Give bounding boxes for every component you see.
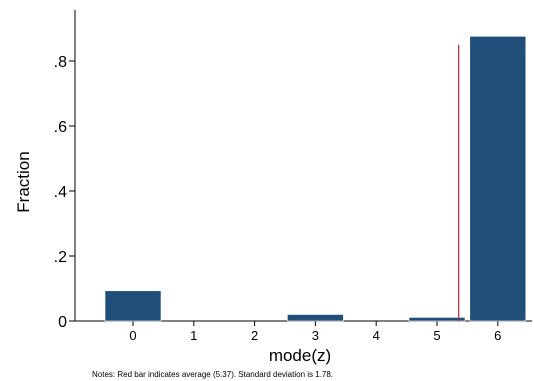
x-tick-label-2: 2	[251, 328, 258, 343]
y-tick-label-2: .4	[54, 184, 67, 201]
y-axis-title: Fraction	[14, 151, 33, 212]
bar-5	[408, 317, 466, 322]
bar-0	[104, 290, 162, 322]
axes	[74, 10, 532, 322]
x-tick-label-1: 1	[190, 328, 197, 343]
y-tick-label-1: .2	[54, 249, 67, 266]
x-tick-label-3: 3	[312, 328, 319, 343]
bar-3	[287, 314, 344, 322]
x-tick-label-6: 6	[494, 328, 501, 343]
bar-6	[469, 35, 527, 322]
y-ticks: 0 .2 .4 .6 .8	[54, 54, 75, 331]
y-tick-label-0: 0	[58, 314, 67, 331]
x-axis-title: mode(z)	[269, 346, 331, 365]
y-tick-label-3: .6	[54, 119, 67, 136]
chart-note: Notes: Red bar indicates average (5.37).…	[92, 370, 333, 379]
y-tick-label-4: .8	[54, 54, 67, 71]
x-tick-label-0: 0	[129, 328, 136, 343]
x-tick-label-5: 5	[433, 328, 440, 343]
x-ticks: 0 1 2 3 4 5 6	[129, 321, 501, 343]
bars	[104, 35, 527, 322]
x-tick-label-4: 4	[373, 328, 380, 343]
